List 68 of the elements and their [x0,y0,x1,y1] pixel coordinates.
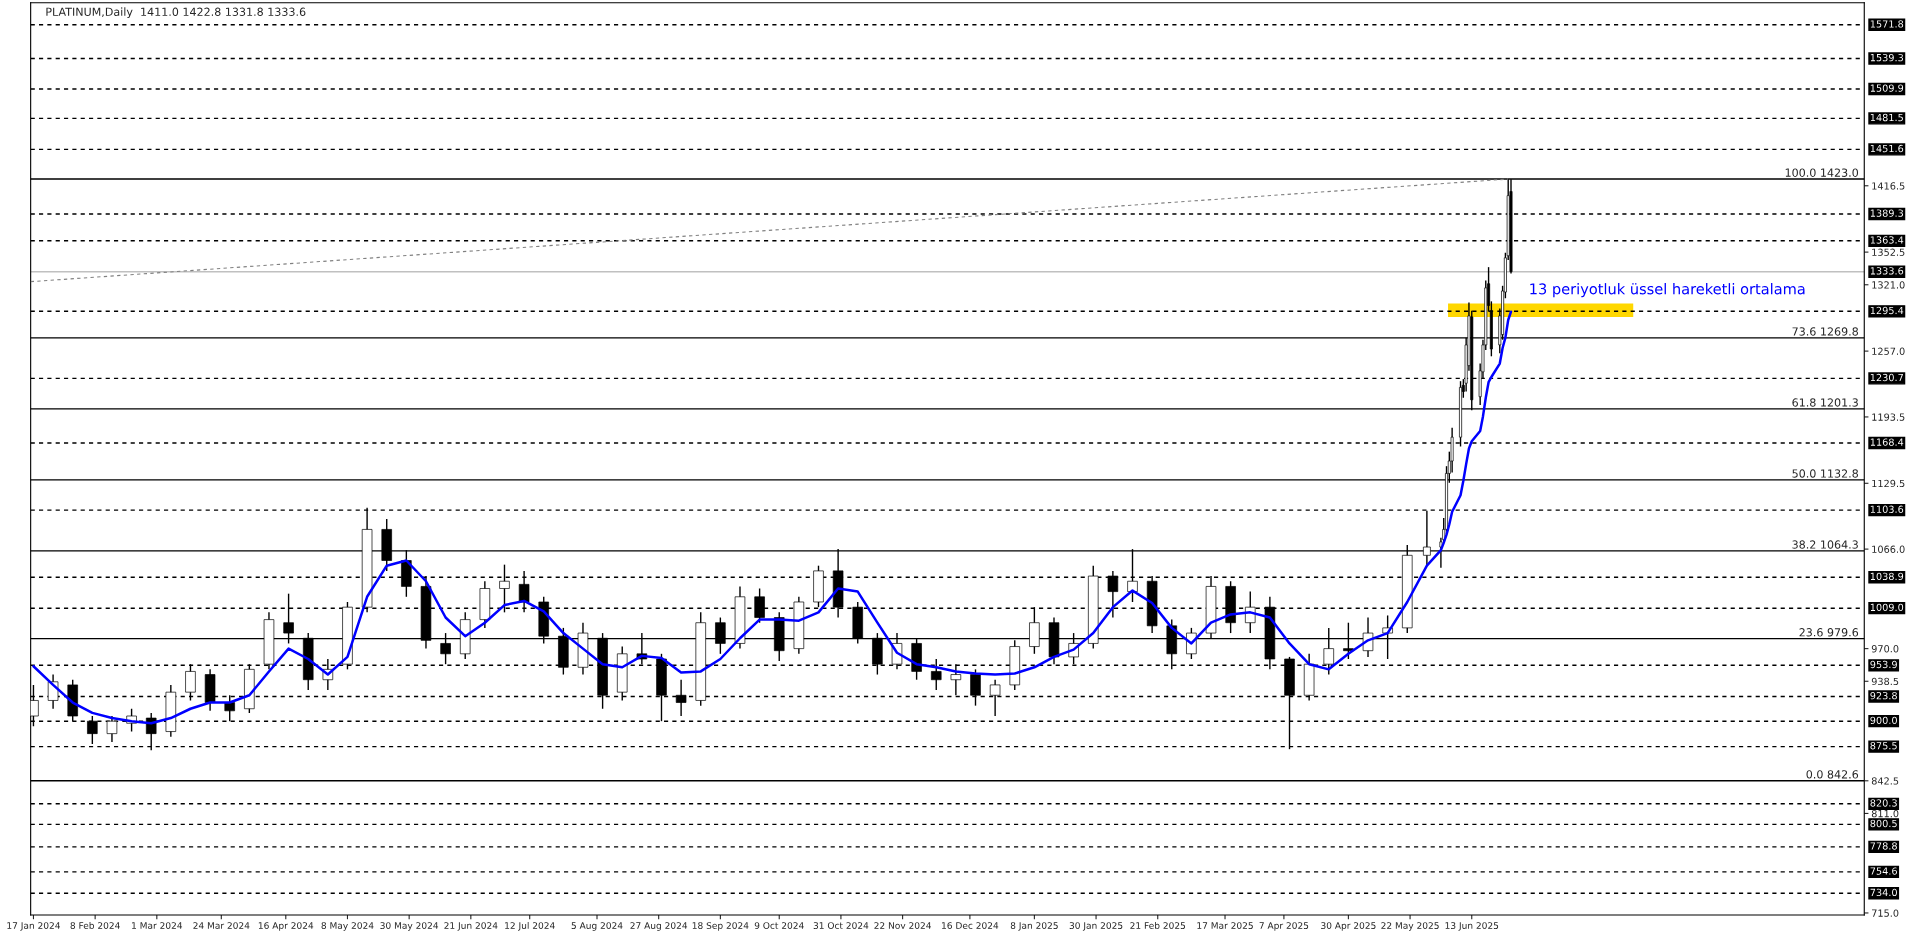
ref-line-label: 1009.0 [1870,603,1904,612]
y-tick-label: 811.0 [1871,809,1899,818]
chart-title: PLATINUM,Daily 1411.0 1422.8 1331.8 1333.6 [46,7,306,19]
ref-line-label: 923.8 [1870,691,1897,700]
ref-line-label: 0.0 842.6 [1806,770,1859,779]
x-tick-label: 8 Jan 2025 [1010,922,1058,931]
ref-line-label: 1103.6 [1870,505,1904,513]
y-tick-label: 1321.0 [1872,281,1905,289]
annotation: 13 periyotluk üssel hareketli ortalama [1530,283,1805,298]
ref-line-label: 734.0 [1870,888,1897,897]
ref-line-label: 1168.4 [1870,438,1904,446]
ref-line-label: 1571.8 [1870,20,1904,28]
ref-line-label: 1230.7 [1870,373,1903,382]
ref-line-label: 100.0 1423.0 [1785,168,1859,177]
ref-line-label: 800.5 [1870,819,1897,828]
ref-line-label: 953.9 [1870,660,1897,669]
y-tick-label: 1066.0 [1872,545,1905,553]
x-tick-label: 21 Jun 2024 [444,922,498,931]
x-tick-label: 17 Jan 2024 [7,922,61,931]
ref-line-label: 1389.3 [1870,209,1904,217]
x-tick-label: 22 Nov 2024 [874,922,932,929]
y-tick-label: 1193.5 [1872,413,1905,421]
ref-line-label: 73.6 1269.8 [1792,327,1859,336]
ref-line-label: 50.0 1132.8 [1792,469,1859,478]
x-tick-label: 8 Feb 2024 [70,921,120,929]
x-tick-label: 17 Mar 2025 [1197,922,1253,929]
ref-line-label: 1295.4 [1870,306,1904,315]
ref-line-label: 1481.5 [1870,113,1903,122]
x-tick-label: 12 Jul 2024 [505,921,555,931]
ref-line-label: 1539.3 [1870,53,1904,62]
ref-line-label: 820.3 [1870,799,1897,807]
x-tick-label: 21 Feb 2025 [1130,921,1186,929]
ref-line-label: 1363.4 [1870,236,1904,244]
x-tick-label: 16 Apr 2024 [258,922,314,931]
ref-line-label: 1509.9 [1870,84,1904,92]
ref-line-label: 754.6 [1870,867,1897,875]
ref-line-label: 1038.9 [1870,572,1904,581]
ref-line-label: 875.5 [1870,742,1897,750]
ref-line-label: 1451.6 [1870,144,1904,153]
y-tick-label: 1129.5 [1872,479,1905,488]
x-tick-label: 9 Oct 2024 [754,922,804,929]
ref-line-label: 1333.6 [1870,267,1904,275]
x-tick-label: 22 May 2025 [1381,922,1439,931]
x-tick-label: 30 Jan 2025 [1069,922,1123,931]
x-tick-label: 8 May 2024 [321,922,374,931]
x-tick-label: 30 May 2024 [380,922,439,931]
ref-line-label: 900.0 [1870,716,1897,725]
x-tick-label: 5 Aug 2024 [571,922,623,931]
y-tick-label: 715.0 [1872,909,1899,917]
y-tick-label: 1352.5 [1872,248,1905,256]
y-tick-label: 842.5 [1871,777,1899,785]
ref-line-label: 778.8 [1870,842,1897,850]
ref-line-label: 38.2 1064.3 [1792,540,1858,549]
x-tick-label: 13 Jun 2025 [1445,922,1499,931]
x-tick-label: 7 Apr 2025 [1259,922,1309,931]
x-tick-label: 27 Aug 2024 [630,922,688,931]
x-tick-label: 31 Oct 2024 [813,922,869,929]
y-tick-label: 970.0 [1871,645,1899,653]
x-tick-label: 30 Apr 2025 [1321,922,1376,931]
ref-line-label: 23.6 979.6 [1799,628,1859,637]
x-tick-label: 16 Dec 2024 [942,922,999,929]
y-tick-label: 1257.0 [1872,347,1905,355]
y-tick-label: 1416.5 [1872,182,1905,190]
ref-line-label: 61.8 1201.3 [1792,398,1858,407]
x-tick-label: 1 Mar 2024 [132,922,183,929]
x-tick-label: 24 Mar 2024 [193,922,250,929]
x-tick-label: 18 Sep 2024 [692,922,749,931]
y-tick-label: 938.5 [1871,677,1899,686]
